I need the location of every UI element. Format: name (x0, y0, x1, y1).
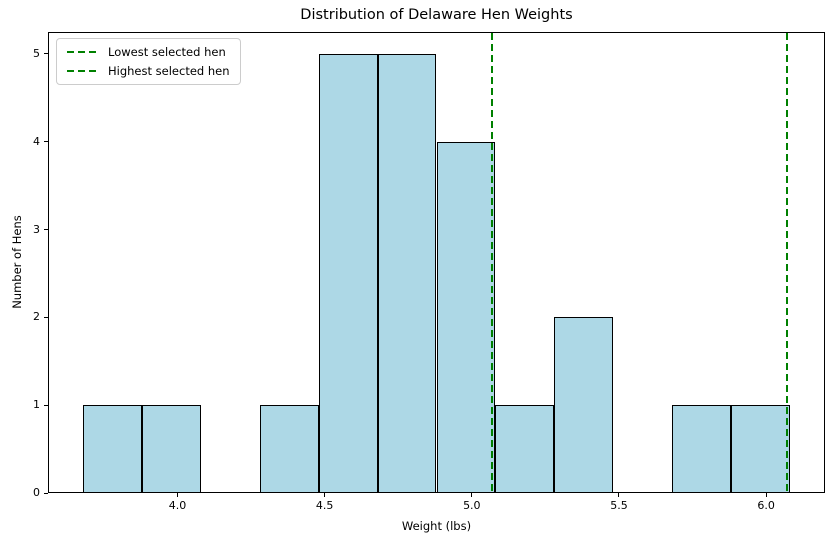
dashed-line-sample-icon (67, 70, 98, 72)
x-tick-label: 6.0 (757, 499, 775, 512)
x-tick-mark (324, 493, 326, 497)
legend-item-lowest: Lowest selected hen (67, 44, 230, 60)
x-tick-label: 5.0 (463, 499, 481, 512)
histogram-bar (318, 53, 378, 493)
y-tick-label: 4 (33, 134, 40, 148)
x-tick-mark (618, 493, 620, 497)
y-tick-mark (44, 53, 48, 55)
histogram-bar (671, 405, 731, 493)
threshold-vline (491, 33, 494, 492)
histogram-bar (495, 405, 555, 493)
histogram-bar (436, 141, 496, 493)
legend-label: Lowest selected hen (108, 45, 226, 59)
histogram-bar (83, 405, 143, 493)
x-axis-label: Weight (lbs) (401, 519, 472, 533)
y-tick-mark (44, 229, 48, 231)
y-tick-label: 3 (33, 222, 40, 236)
histogram-bar (730, 405, 790, 493)
x-tick-label: 5.5 (610, 499, 628, 512)
y-tick-mark (44, 316, 48, 318)
x-tick-label: 4.0 (168, 499, 187, 512)
chart-title: Distribution of Delaware Hen Weights (300, 7, 573, 23)
histogram-bar (554, 317, 614, 493)
x-tick-mark (177, 493, 178, 497)
legend: Lowest selected hen Highest selected hen (56, 38, 241, 85)
histogram-bar (259, 405, 319, 493)
y-tick-label: 5 (33, 46, 40, 60)
dashed-line-sample-icon (67, 51, 98, 53)
threshold-vline (785, 33, 788, 492)
legend-label: Highest selected hen (108, 64, 230, 78)
y-tick-label: 2 (33, 310, 40, 324)
y-tick-mark (44, 492, 48, 494)
legend-item-highest: Highest selected hen (67, 63, 230, 79)
x-tick-label: 4.5 (315, 499, 334, 512)
x-tick-mark (471, 493, 473, 497)
y-tick-label: 1 (33, 398, 40, 412)
x-tick-mark (765, 493, 767, 497)
y-tick-mark (44, 404, 48, 406)
histogram-bar (377, 53, 437, 493)
histogram-bar (142, 405, 202, 493)
y-tick-label: 0 (33, 486, 40, 499)
y-tick-mark (44, 141, 48, 143)
